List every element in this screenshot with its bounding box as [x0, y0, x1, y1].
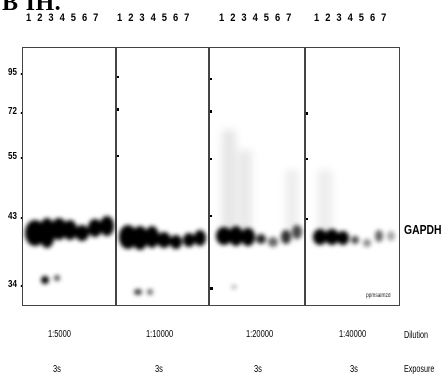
watermark-text: ppmsalmzd [366, 293, 391, 299]
lane-numbers-panel-3: 1 2 3 4 5 6 7 [219, 12, 294, 24]
exposure-value-4: 3s [350, 364, 358, 375]
exposure-value-1: 3s [53, 364, 61, 375]
blot-panel-1 [22, 47, 116, 306]
dilution-value-3: 1:20000 [246, 329, 274, 340]
blot-panel-2 [116, 47, 209, 306]
dilution-row-title: Dilution [404, 330, 429, 341]
figure-title: B'IH. [2, 0, 62, 16]
exposure-value-2: 3s [155, 364, 163, 375]
gapdh-band-label: GAPDH [404, 222, 442, 237]
exposure-value-3: 3s [254, 364, 262, 375]
lane-numbers-panel-4: 1 2 3 4 5 6 7 [314, 12, 389, 24]
lane-numbers-panel-1: 1 2 3 4 5 6 7 [26, 12, 101, 24]
exposure-row-title: Exposure [404, 364, 435, 375]
dilution-value-4: 1:40000 [339, 329, 367, 340]
dilution-value-2: 1:10000 [146, 329, 174, 340]
lane-numbers-panel-2: 1 2 3 4 5 6 7 [117, 12, 192, 24]
dilution-value-1: 1:5000 [48, 329, 71, 340]
